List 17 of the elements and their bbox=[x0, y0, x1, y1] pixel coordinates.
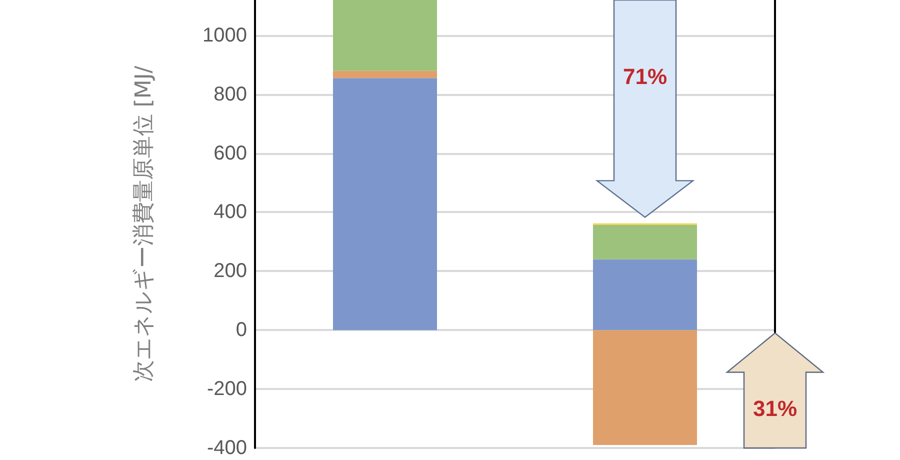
bar bbox=[333, 78, 437, 330]
y-tick-label: -200 bbox=[206, 378, 247, 400]
bar bbox=[593, 330, 697, 446]
y-tick-label: 800 bbox=[214, 83, 247, 106]
bar bbox=[593, 259, 697, 330]
y-tick-label: 400 bbox=[214, 201, 247, 224]
y-axis-title: 次エネルギー消費量原単位 [MJ/ bbox=[132, 65, 156, 382]
bar bbox=[593, 224, 697, 260]
y-tick-label: 0 bbox=[236, 319, 247, 342]
y-tick-label: 1000 bbox=[202, 24, 247, 46]
bar bbox=[333, 70, 437, 78]
y-tick-label: 600 bbox=[214, 142, 247, 164]
bar bbox=[333, 0, 437, 71]
y-tick-label: 200 bbox=[214, 260, 247, 282]
annotation: 71% bbox=[622, 64, 668, 90]
y-tick-label: -400 bbox=[206, 437, 247, 459]
annotation: 31% bbox=[752, 396, 798, 422]
